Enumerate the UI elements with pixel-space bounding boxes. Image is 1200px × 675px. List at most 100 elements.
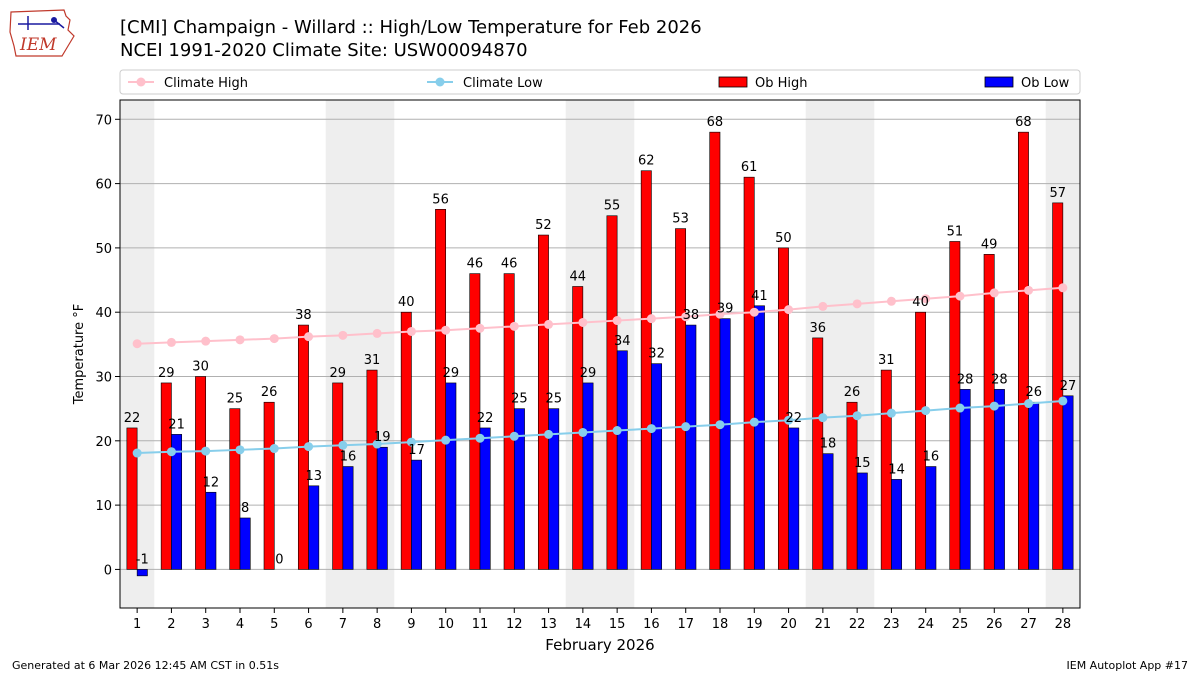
point-climate-high-27 — [1024, 285, 1034, 295]
label-ob-low-26: 28 — [991, 372, 1008, 387]
label-ob-high-24: 40 — [912, 295, 929, 310]
label-ob-high-1: 22 — [124, 411, 141, 426]
x-tick-label-2: 2 — [167, 617, 175, 632]
bar-ob-low-16 — [651, 363, 663, 570]
x-tick-label-11: 11 — [472, 617, 489, 632]
label-ob-high-28: 57 — [1049, 186, 1066, 201]
y-tick-label-40: 40 — [95, 306, 112, 321]
x-tick-label-27: 27 — [1020, 617, 1037, 632]
y-tick-label-70: 70 — [95, 113, 112, 128]
x-tick-label-23: 23 — [883, 617, 900, 632]
label-ob-low-1: -1 — [136, 552, 149, 567]
point-climate-low-24 — [921, 406, 931, 416]
label-ob-high-19: 61 — [741, 160, 758, 175]
legend-label-climate-low: Climate Low — [463, 76, 543, 91]
label-ob-high-22: 26 — [844, 385, 861, 400]
x-tick-label-25: 25 — [952, 617, 969, 632]
label-ob-high-16: 62 — [638, 154, 655, 169]
bar-ob-low-8 — [376, 446, 388, 570]
label-ob-high-12: 46 — [501, 257, 518, 272]
point-climate-high-7 — [338, 330, 348, 340]
point-climate-high-16 — [646, 314, 656, 324]
x-tick-label-14: 14 — [575, 617, 592, 632]
x-tick-label-3: 3 — [202, 617, 210, 632]
point-climate-low-17 — [681, 422, 691, 432]
legend-marker-climate-low — [435, 77, 445, 87]
label-ob-high-18: 68 — [707, 115, 724, 130]
bar-ob-high-13 — [537, 234, 549, 570]
bar-ob-high-5 — [263, 401, 275, 570]
bar-ob-low-1 — [136, 569, 148, 577]
label-ob-low-27: 26 — [1025, 385, 1042, 400]
label-ob-low-25: 28 — [957, 372, 974, 387]
bar-ob-high-20 — [777, 247, 789, 570]
iem-logo: IEM — [8, 6, 76, 60]
x-tick-label-16: 16 — [643, 617, 660, 632]
point-climate-high-9 — [406, 326, 416, 336]
point-climate-high-5 — [269, 334, 279, 344]
bar-ob-high-18 — [709, 131, 721, 570]
label-ob-low-3: 12 — [203, 475, 220, 490]
bar-ob-high-10 — [435, 209, 447, 570]
point-climate-low-15 — [612, 426, 622, 436]
footer-app: IEM Autoplot App #17 — [1066, 659, 1189, 672]
point-climate-high-6 — [304, 332, 314, 342]
label-ob-low-2: 21 — [168, 417, 185, 432]
label-ob-high-14: 44 — [569, 269, 586, 284]
point-climate-low-10 — [441, 435, 451, 445]
point-climate-high-13 — [544, 319, 554, 329]
point-climate-high-20 — [784, 305, 794, 315]
point-climate-high-15 — [612, 316, 622, 326]
point-climate-low-2 — [166, 447, 176, 457]
point-climate-high-11 — [475, 323, 485, 333]
bar-ob-low-2 — [171, 434, 183, 570]
point-climate-low-25 — [955, 403, 965, 413]
x-tick-label-1: 1 — [133, 617, 141, 632]
point-climate-low-20 — [784, 415, 794, 425]
plot-frame — [119, 99, 1081, 609]
y-tick-label-30: 30 — [95, 371, 112, 386]
point-climate-high-4 — [235, 335, 245, 345]
bar-ob-low-21 — [822, 453, 834, 570]
point-climate-low-18 — [715, 420, 725, 430]
x-tick-label-17: 17 — [677, 617, 694, 632]
label-ob-low-10: 29 — [443, 366, 460, 381]
x-tick-label-12: 12 — [506, 617, 523, 632]
label-ob-high-20: 50 — [775, 231, 792, 246]
point-climate-low-14 — [578, 427, 588, 437]
bar-ob-high-24 — [915, 311, 927, 570]
x-tick-label-13: 13 — [540, 617, 557, 632]
bar-ob-low-9 — [411, 459, 423, 570]
label-ob-low-14: 29 — [580, 366, 597, 381]
point-climate-high-25 — [955, 291, 965, 301]
point-climate-low-27 — [1024, 399, 1034, 409]
bar-ob-low-22 — [856, 472, 868, 570]
label-ob-high-7: 29 — [329, 366, 346, 381]
bar-ob-high-7 — [332, 382, 344, 570]
label-ob-low-28: 27 — [1060, 379, 1077, 394]
x-tick-label-8: 8 — [373, 617, 381, 632]
x-tick-label-20: 20 — [780, 617, 797, 632]
bar-ob-low-28 — [1062, 395, 1074, 570]
point-climate-low-6 — [304, 442, 314, 452]
bar-ob-high-3 — [195, 376, 207, 570]
label-ob-low-20: 22 — [785, 411, 802, 426]
footer-generated: Generated at 6 Mar 2026 12:45 AM CST in … — [12, 659, 279, 672]
point-climate-low-5 — [269, 444, 279, 454]
point-climate-high-28 — [1058, 283, 1068, 293]
bar-ob-low-20 — [788, 427, 800, 570]
x-tick-label-6: 6 — [304, 617, 312, 632]
label-ob-low-22: 15 — [854, 456, 871, 471]
legend-swatch-ob-high — [718, 76, 748, 88]
point-climate-low-28 — [1058, 396, 1068, 406]
point-climate-low-7 — [338, 440, 348, 450]
label-ob-high-2: 29 — [158, 366, 175, 381]
label-ob-low-8: 19 — [374, 430, 391, 445]
point-climate-low-11 — [475, 433, 485, 443]
x-tick-label-19: 19 — [746, 617, 763, 632]
point-climate-high-8 — [372, 328, 382, 338]
point-climate-high-23 — [886, 296, 896, 306]
point-climate-low-16 — [646, 424, 656, 434]
label-ob-low-15: 34 — [614, 334, 631, 349]
x-tick-label-18: 18 — [712, 617, 729, 632]
